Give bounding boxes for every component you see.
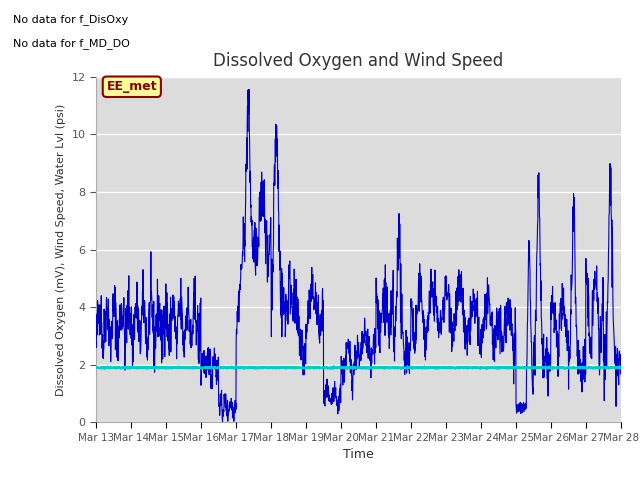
Y-axis label: Dissolved Oxygen (mV), Wind Speed, Water Lvl (psi): Dissolved Oxygen (mV), Wind Speed, Water… <box>56 104 66 396</box>
Text: No data for f_MD_DO: No data for f_MD_DO <box>13 38 130 49</box>
Text: No data for f_DisOxy: No data for f_DisOxy <box>13 14 128 25</box>
Title: Dissolved Oxygen and Wind Speed: Dissolved Oxygen and Wind Speed <box>213 52 504 70</box>
Text: EE_met: EE_met <box>106 80 157 93</box>
X-axis label: Time: Time <box>343 448 374 461</box>
